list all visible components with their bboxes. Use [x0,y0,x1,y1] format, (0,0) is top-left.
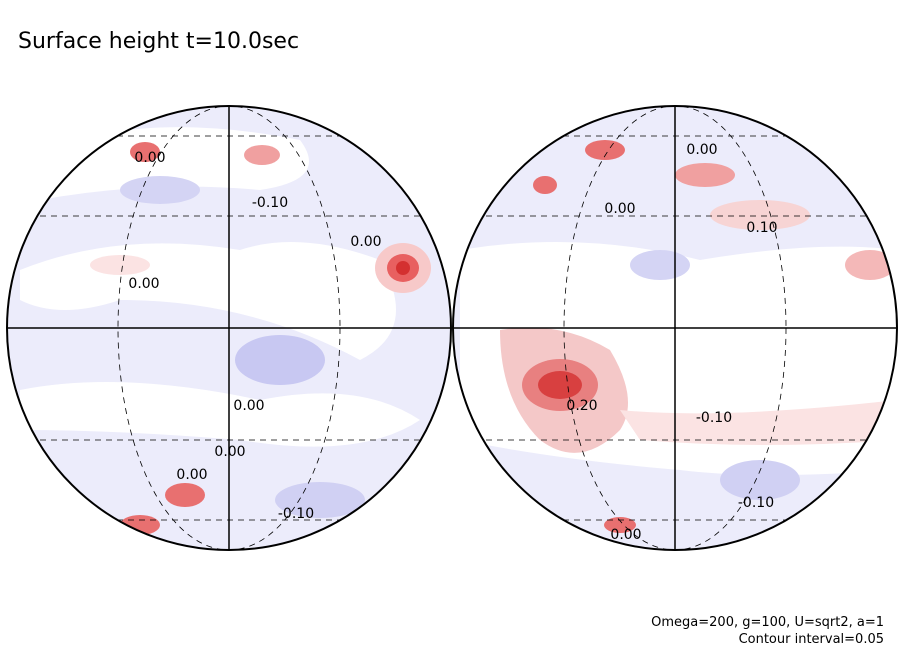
globe-right-rim [452,105,898,551]
contour-label: 0.00 [350,234,381,250]
contour-label: 0.00 [604,201,635,217]
contour-label: 0.00 [176,467,207,483]
contour-label: 0.00 [214,444,245,460]
footer-interval: Contour interval=0.05 [739,632,884,647]
contour-labels: 0.00 -0.10 0.00 0.00 0.00 0.00 0.00 -0.1… [128,142,777,543]
globe-left [7,106,451,550]
contour-label: 0.00 [233,398,264,414]
contour-label: 0.00 [128,276,159,292]
contour-label: 0.10 [746,220,777,236]
contour-label: -0.10 [696,410,732,426]
title: Surface height t=10.0sec [18,29,299,54]
globe-right [453,106,897,550]
contour-label: 0.20 [566,398,597,414]
contour-label: 0.00 [610,527,641,543]
globe-left-rim [6,105,452,551]
contour-label: -0.10 [738,495,774,511]
contour-label: -0.10 [278,506,314,522]
contour-label: 0.00 [134,150,165,166]
contour-label: -0.10 [252,195,288,211]
contour-label: 0.00 [686,142,717,158]
footer-params: Omega=200, g=100, U=sqrt2, a=1 [651,615,884,630]
